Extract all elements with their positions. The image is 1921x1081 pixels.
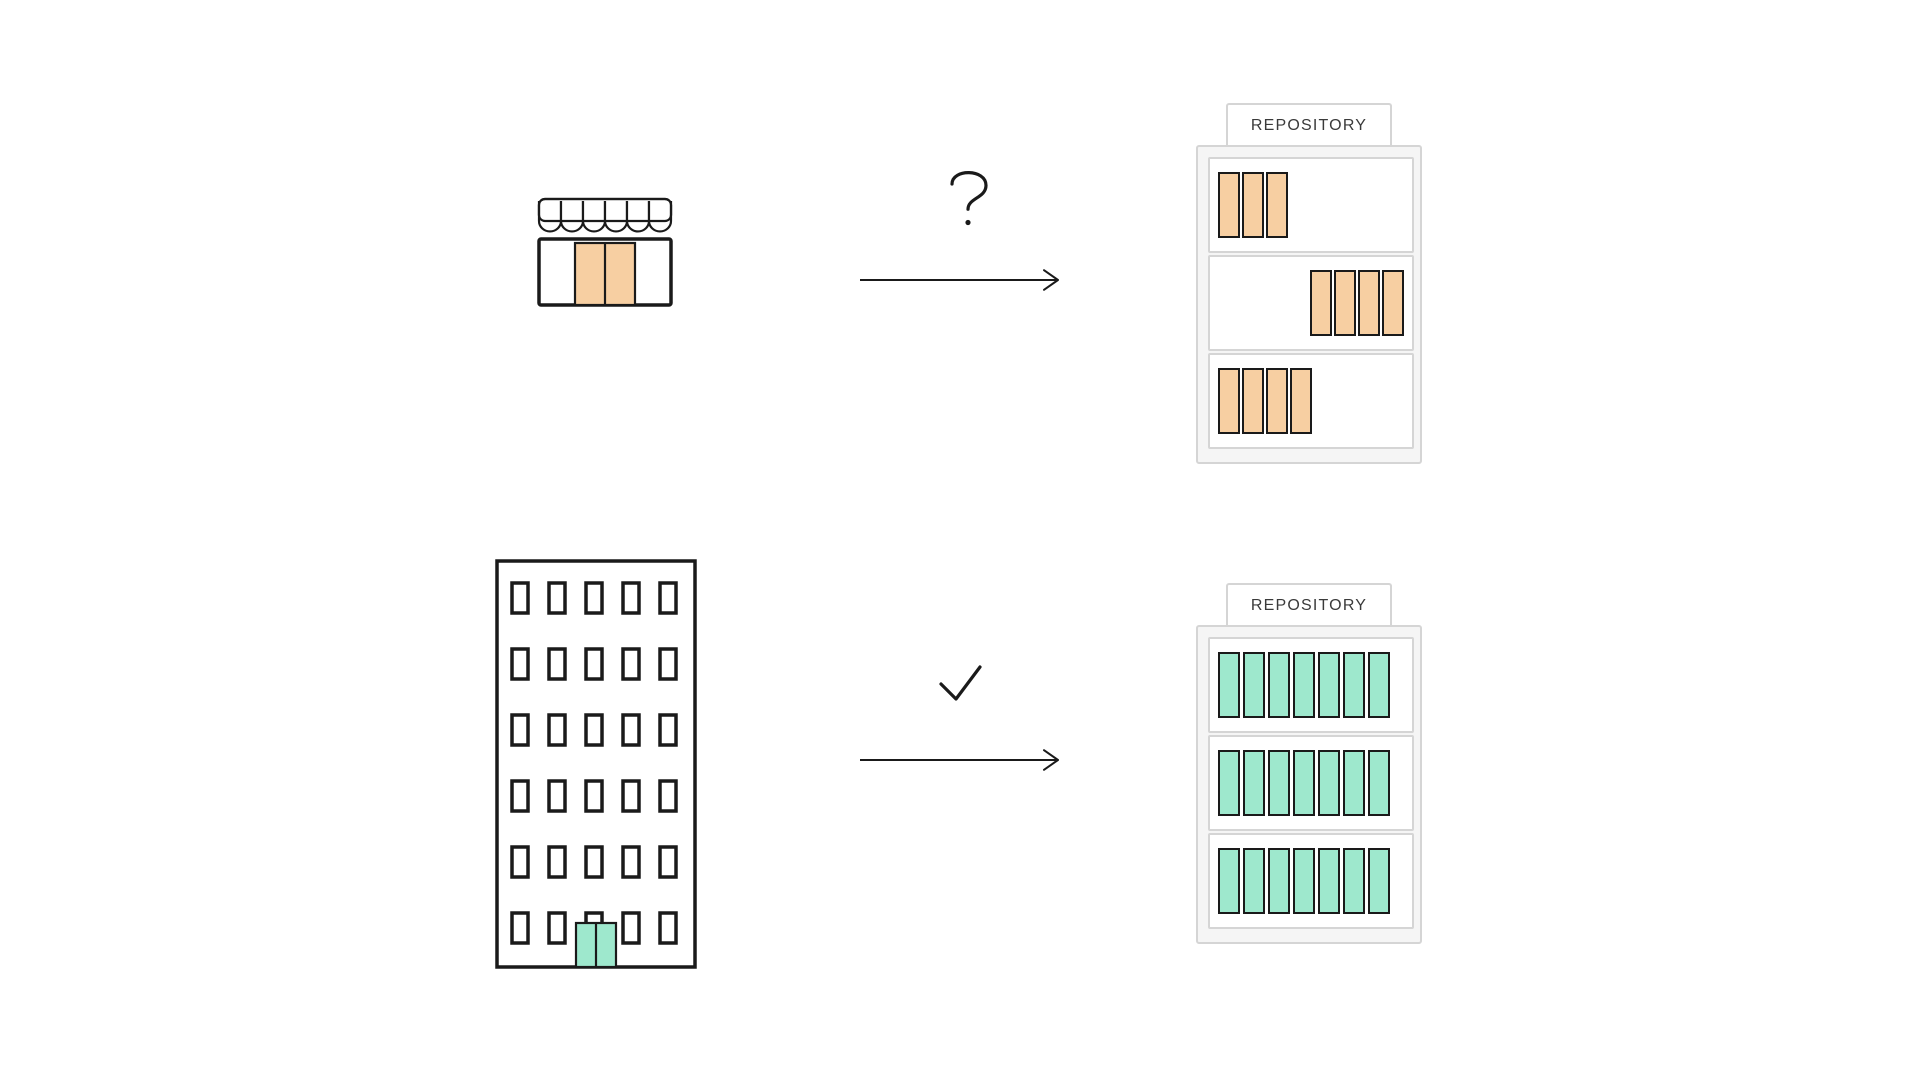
repository-bottom-item (1318, 848, 1340, 914)
repository-top-item (1266, 172, 1288, 238)
repository-bottom-item (1243, 652, 1265, 718)
repository-top-box (1196, 145, 1422, 464)
repository-top-row (1208, 157, 1414, 253)
repository-top-item (1334, 270, 1356, 336)
arrow-top-icon (860, 260, 1062, 305)
repository-bottom-item (1318, 750, 1340, 816)
repository-bottom-tab: REPOSITORY (1226, 583, 1392, 627)
repository-bottom-item (1218, 848, 1240, 914)
repository-top-item (1358, 270, 1380, 336)
shop-icon (535, 195, 675, 354)
repository-bottom-item (1368, 848, 1390, 914)
repository-bottom-item (1218, 750, 1240, 816)
question-mark-icon (933, 163, 1003, 238)
repository-top-item (1242, 368, 1264, 434)
repository-bottom-item (1293, 848, 1315, 914)
repository-bottom-item (1343, 848, 1365, 914)
repository-bottom-item (1318, 652, 1340, 718)
repository-bottom-row (1208, 833, 1414, 929)
repository-top-item (1242, 172, 1264, 238)
repository-bottom-row (1208, 735, 1414, 831)
repository-bottom-label: REPOSITORY (1251, 597, 1367, 615)
arrow-bottom-icon (860, 740, 1062, 785)
repository-bottom-item (1268, 848, 1290, 914)
repository-top-item (1310, 270, 1332, 336)
repository-top-label: REPOSITORY (1251, 117, 1367, 135)
repository-top-item (1382, 270, 1404, 336)
repository-top-tab: REPOSITORY (1226, 103, 1392, 147)
repository-bottom-item (1293, 750, 1315, 816)
repository-bottom-item (1243, 848, 1265, 914)
repository-bottom-item (1268, 750, 1290, 816)
repository-bottom-item (1368, 750, 1390, 816)
repository-top-row (1208, 353, 1414, 449)
repository-top-item (1218, 172, 1240, 238)
diagram-canvas: REPOSITORY REPOSITORY (0, 0, 1921, 1081)
repository-bottom-box (1196, 625, 1422, 944)
repository-bottom-item (1293, 652, 1315, 718)
repository-top-item (1290, 368, 1312, 434)
repository-bottom-item (1368, 652, 1390, 718)
repository-bottom-item (1218, 652, 1240, 718)
repository-bottom-item (1243, 750, 1265, 816)
repository-top-item (1218, 368, 1240, 434)
repository-top-row (1208, 255, 1414, 351)
repository-bottom-item (1343, 750, 1365, 816)
repository-bottom-item (1343, 652, 1365, 718)
repository-bottom-item (1268, 652, 1290, 718)
repository-top-item (1266, 368, 1288, 434)
building-icon (495, 559, 697, 974)
check-mark-icon (935, 658, 985, 713)
repository-bottom-row (1208, 637, 1414, 733)
